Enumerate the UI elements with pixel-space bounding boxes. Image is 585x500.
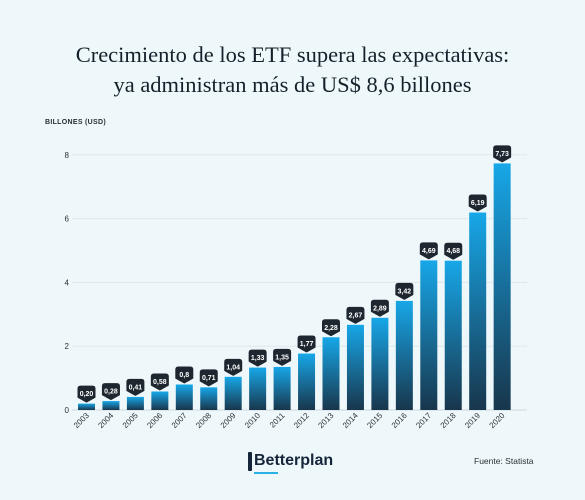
data-label: 2,67 bbox=[349, 312, 363, 319]
bar-2007 bbox=[175, 384, 193, 410]
data-label: 6,19 bbox=[471, 200, 485, 207]
x-tick-label: 2008 bbox=[194, 411, 213, 430]
data-label-badge: 4,69 bbox=[419, 242, 438, 260]
x-tick-label: 2016 bbox=[390, 411, 409, 430]
data-label: 0,71 bbox=[202, 375, 216, 382]
data-label: 0,41 bbox=[129, 384, 143, 391]
data-label: 0,58 bbox=[153, 379, 167, 386]
bar-2005 bbox=[126, 396, 144, 410]
data-label: 0,28 bbox=[104, 389, 118, 396]
data-label-badge: 2,89 bbox=[370, 299, 389, 317]
data-label-badge: 4,68 bbox=[444, 242, 463, 260]
bar-2012 bbox=[298, 353, 316, 410]
chart-title-line-2: ya administran más de US$ 8,6 billones bbox=[113, 72, 472, 97]
data-label: 3,42 bbox=[398, 288, 412, 295]
brand-underline bbox=[254, 472, 278, 474]
data-label-badge: 0,8 bbox=[175, 366, 194, 384]
bar-2014 bbox=[346, 324, 364, 410]
x-tick-label: 2014 bbox=[341, 411, 360, 430]
bar-2010 bbox=[249, 367, 267, 410]
bar-2006 bbox=[151, 391, 169, 410]
data-label: 1,35 bbox=[275, 354, 289, 361]
data-label: 2,89 bbox=[373, 305, 387, 312]
data-label: 4,68 bbox=[446, 248, 460, 255]
x-tick-label: 2003 bbox=[72, 411, 91, 430]
bar-2003 bbox=[78, 403, 95, 410]
y-tick-label: 2 bbox=[65, 342, 70, 351]
betterplan-logo-mark bbox=[248, 452, 252, 471]
data-label: 0,8 bbox=[179, 372, 189, 379]
data-label: 2,28 bbox=[324, 325, 338, 332]
brand-name: Betterplan bbox=[254, 452, 334, 469]
bar-2019 bbox=[469, 212, 487, 410]
data-label: 1,77 bbox=[300, 341, 314, 348]
x-tick-label: 2006 bbox=[145, 411, 164, 430]
x-tick-label: 2013 bbox=[316, 411, 335, 430]
x-tick-label: 2015 bbox=[365, 411, 384, 430]
x-tick-label: 2012 bbox=[292, 411, 311, 430]
bar-2009 bbox=[224, 376, 242, 410]
data-label-badge: 1,04 bbox=[224, 358, 243, 376]
bar-2018 bbox=[444, 260, 462, 410]
x-tick-label: 2020 bbox=[488, 411, 507, 430]
bar-2013 bbox=[322, 337, 340, 410]
bar-2017 bbox=[420, 260, 438, 410]
data-label-badge: 6,19 bbox=[468, 194, 487, 212]
bar-2008 bbox=[200, 387, 218, 410]
x-tick-label: 2018 bbox=[439, 411, 458, 430]
data-label: 1,33 bbox=[251, 355, 265, 362]
data-label-badge: 1,35 bbox=[273, 348, 292, 366]
data-label: 1,04 bbox=[226, 364, 240, 371]
data-label-badge: 1,33 bbox=[248, 349, 267, 367]
x-tick-label: 2019 bbox=[463, 411, 482, 430]
data-label: 0,20 bbox=[80, 391, 94, 398]
y-axis-label: BILLONES (USD) bbox=[45, 119, 106, 126]
x-tick-label: 2005 bbox=[121, 411, 140, 430]
data-label-badge: 0,20 bbox=[77, 385, 96, 403]
data-label-badge: 0,58 bbox=[150, 373, 169, 391]
data-label-badge: 0,41 bbox=[126, 378, 145, 396]
data-label-badge: 1,77 bbox=[297, 335, 316, 353]
data-label-badge: 2,67 bbox=[346, 306, 365, 324]
data-label-badge: 3,42 bbox=[395, 282, 414, 300]
data-label-badge: 7,73 bbox=[493, 145, 512, 163]
x-tick-label: 2017 bbox=[414, 411, 433, 430]
data-label-badge: 0,28 bbox=[101, 383, 120, 401]
x-tick-label: 2009 bbox=[219, 411, 238, 430]
y-tick-label: 4 bbox=[65, 278, 70, 287]
bar-2020 bbox=[493, 163, 511, 410]
y-tick-label: 6 bbox=[65, 215, 70, 224]
data-label-badge: 0,71 bbox=[199, 369, 218, 387]
data-label: 7,73 bbox=[495, 151, 509, 158]
data-label: 4,69 bbox=[422, 248, 436, 255]
chart-title: Crecimiento de los ETF supera las expect… bbox=[0, 40, 585, 100]
source-note: Fuente: Statista bbox=[474, 456, 534, 466]
bar-2016 bbox=[395, 300, 413, 410]
x-tick-label: 2004 bbox=[96, 411, 115, 430]
chart-title-line-1: Crecimiento de los ETF supera las expect… bbox=[75, 42, 510, 67]
x-tick-label: 2007 bbox=[170, 411, 189, 430]
bar-2015 bbox=[371, 317, 389, 410]
data-label-badge: 2,28 bbox=[322, 319, 340, 337]
x-tick-label: 2010 bbox=[243, 411, 262, 430]
y-tick-label: 8 bbox=[65, 151, 70, 160]
bar-2011 bbox=[273, 366, 291, 410]
y-tick-label: 0 bbox=[65, 406, 70, 415]
bar-2004 bbox=[102, 401, 120, 410]
x-tick-label: 2011 bbox=[268, 411, 287, 430]
